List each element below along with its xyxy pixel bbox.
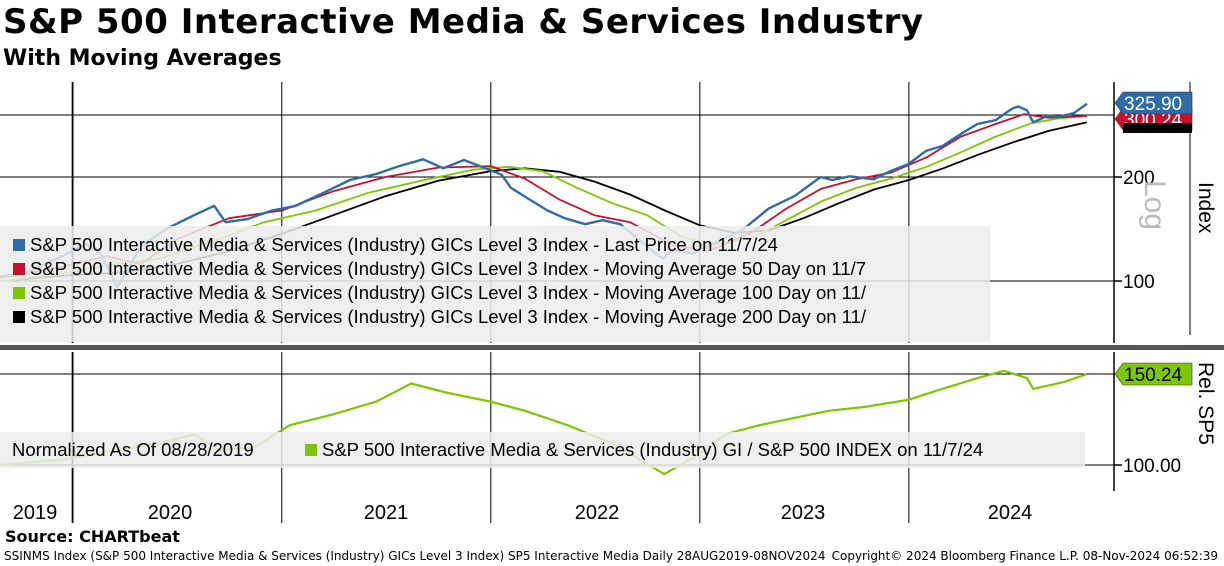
legend-entry-ma50: S&P 500 Interactive Media & Services (In… [30,258,866,279]
legend-normalized-note: Normalized As Of 08/28/2019 [12,439,254,460]
tag-relative: 150.24 [1114,362,1193,386]
y-axis-label-lower: Rel. SP5 [1194,362,1217,445]
legend-entry-ma200: S&P 500 Interactive Media & Services (In… [30,306,867,327]
legend-box-upper [0,226,990,342]
x-tick-label: 2021 [364,502,409,524]
y-tick-label-upper: 200 [1123,168,1155,189]
legend-entry-relative: S&P 500 Interactive Media & Services (In… [322,439,983,460]
tag-last-price-shape [1114,91,1193,115]
y-axis-label-upper: Index [1194,182,1217,234]
tag-last-price: 325.90 [1114,91,1193,115]
tag-relative-shape [1114,362,1193,386]
series-line-last_price [0,102,1088,289]
source-note: Source: CHARTbeat [5,527,180,546]
x-tick-label: 2023 [781,502,826,524]
lower-legend: Normalized As Of 08/28/2019 S&P 500 Inter… [0,432,1085,468]
chart-title: S&P 500 Interactive Media & Services Ind… [3,2,924,42]
x-tick-label: 2019 [13,502,58,524]
legend-swatch-ma100 [13,287,25,299]
legend-box-lower [0,432,1085,468]
axes: 100 200 100.00 Index Log Rel. SP5 2019 2020 2021… [0,82,1224,524]
legend-swatch-last_price [13,239,25,251]
footer-left: SSINMS Index (S&P 500 Interactive Media … [4,549,826,563]
legend-entry-ma100: S&P 500 Interactive Media & Services (In… [30,282,867,303]
legend-swatch-ma200 [13,311,25,323]
y-tick-label-upper: 100 [1123,272,1155,293]
chart-subtitle: With Moving Averages [3,46,282,71]
tag-ma200-stub [1123,123,1192,133]
legend-swatch-relative [305,444,317,456]
panel-separator [0,345,1224,350]
tag-last-price-text: 325.90 [1124,94,1182,115]
footer-right: Copyright© 2024 Bloomberg Finance L.P. 0… [831,549,1218,563]
tag-relative-text: 150.24 [1124,365,1183,386]
x-tick-label: 2024 [988,502,1033,524]
x-tick-label: 2022 [575,502,620,524]
x-tick-label: 2020 [148,502,193,524]
legend-entry-last_price: S&P 500 Interactive Media & Services (In… [30,234,778,255]
upper-legend: S&P 500 Interactive Media & Services (In… [0,226,990,342]
legend-swatch-ma50 [13,263,25,275]
y-tick-label-lower: 100.00 [1123,456,1181,477]
log-scale-label: Log [1138,180,1171,230]
